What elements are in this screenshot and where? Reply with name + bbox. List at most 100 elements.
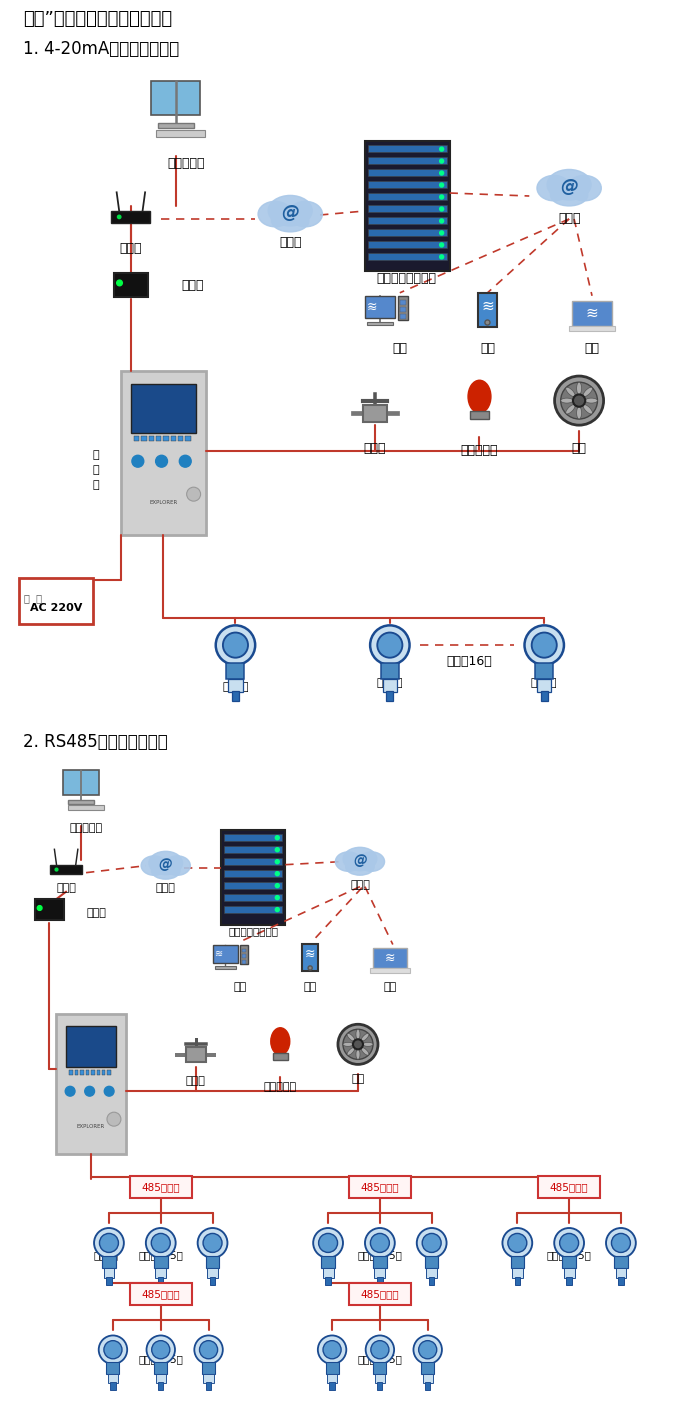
- Text: 终端: 终端: [383, 982, 396, 992]
- Bar: [20, 578, 93, 625]
- Text: 可连接255台: 可连接255台: [358, 1354, 402, 1363]
- Ellipse shape: [537, 176, 570, 201]
- Text: @: @: [281, 204, 299, 222]
- Bar: [178, 436, 183, 442]
- Bar: [80, 1071, 83, 1075]
- Circle shape: [554, 1228, 584, 1258]
- Bar: [223, 893, 282, 900]
- Ellipse shape: [577, 407, 582, 419]
- Bar: [151, 82, 200, 115]
- Circle shape: [371, 1341, 389, 1359]
- Circle shape: [440, 255, 444, 259]
- Bar: [108, 1071, 111, 1075]
- Circle shape: [416, 1228, 447, 1258]
- Bar: [171, 436, 176, 442]
- Text: 线: 线: [92, 480, 99, 491]
- Bar: [400, 300, 405, 304]
- Ellipse shape: [346, 858, 375, 875]
- Text: 转换器: 转换器: [86, 908, 106, 917]
- Text: 电脑: 电脑: [392, 342, 407, 355]
- Bar: [228, 680, 243, 692]
- Text: 1. 4-20mA信号连接系统图: 1. 4-20mA信号连接系统图: [23, 41, 180, 58]
- Bar: [377, 1276, 383, 1285]
- Bar: [429, 1276, 435, 1285]
- Circle shape: [275, 884, 279, 888]
- Text: 声光报警器: 声光报警器: [461, 445, 498, 457]
- Bar: [368, 205, 447, 212]
- Circle shape: [223, 633, 248, 657]
- Circle shape: [365, 1228, 395, 1258]
- Text: 电磁阀: 电磁阀: [186, 1076, 206, 1086]
- Bar: [156, 129, 205, 136]
- Ellipse shape: [583, 405, 592, 414]
- Bar: [223, 870, 282, 877]
- Text: 单机版电脑: 单机版电脑: [167, 156, 204, 170]
- Circle shape: [275, 847, 279, 851]
- Bar: [232, 691, 239, 702]
- Bar: [111, 211, 150, 222]
- Bar: [91, 1071, 94, 1075]
- Ellipse shape: [566, 405, 575, 414]
- Circle shape: [199, 1341, 218, 1359]
- Circle shape: [365, 1335, 394, 1363]
- Circle shape: [377, 633, 402, 657]
- Text: @: @: [159, 858, 173, 872]
- Bar: [368, 217, 447, 224]
- Ellipse shape: [347, 1033, 355, 1041]
- Text: 风机: 风机: [351, 1075, 365, 1085]
- Bar: [374, 1373, 385, 1383]
- Text: ≋: ≋: [305, 948, 316, 961]
- Bar: [97, 1071, 100, 1075]
- Circle shape: [197, 1228, 228, 1258]
- Bar: [327, 1373, 337, 1383]
- Bar: [326, 1362, 339, 1373]
- Bar: [206, 1256, 219, 1268]
- Text: 信号输出: 信号输出: [94, 1249, 118, 1259]
- Bar: [158, 1382, 163, 1390]
- Circle shape: [117, 280, 122, 286]
- Text: 485中继器: 485中继器: [360, 1289, 399, 1299]
- Bar: [381, 663, 399, 680]
- Circle shape: [187, 487, 201, 501]
- Circle shape: [65, 1086, 75, 1096]
- Ellipse shape: [361, 1048, 369, 1055]
- Circle shape: [440, 243, 444, 246]
- Bar: [156, 436, 161, 442]
- Bar: [223, 906, 282, 913]
- Bar: [220, 830, 286, 924]
- Bar: [242, 954, 246, 958]
- Bar: [400, 307, 405, 312]
- Bar: [373, 1256, 386, 1268]
- Text: 手机: 手机: [480, 342, 495, 355]
- Text: 互联网: 互联网: [156, 882, 176, 892]
- Text: @: @: [353, 854, 367, 868]
- Bar: [321, 1256, 335, 1268]
- Circle shape: [343, 1030, 373, 1059]
- Bar: [423, 1373, 433, 1383]
- Circle shape: [216, 625, 256, 666]
- Circle shape: [440, 231, 444, 235]
- Circle shape: [37, 906, 42, 910]
- Circle shape: [155, 456, 167, 467]
- Bar: [102, 1071, 106, 1075]
- Text: ≋: ≋: [384, 951, 395, 964]
- Text: 单机版电脑: 单机版电脑: [69, 823, 103, 833]
- Ellipse shape: [149, 851, 183, 875]
- Bar: [207, 1268, 218, 1278]
- Ellipse shape: [585, 398, 598, 402]
- Bar: [141, 436, 146, 442]
- Circle shape: [118, 215, 121, 218]
- Text: 风机: 风机: [572, 442, 587, 454]
- Bar: [210, 1276, 216, 1285]
- Bar: [510, 1256, 524, 1268]
- Circle shape: [313, 1228, 343, 1258]
- Circle shape: [146, 1335, 175, 1363]
- Bar: [148, 436, 154, 442]
- Bar: [383, 680, 397, 692]
- Bar: [223, 834, 282, 841]
- Circle shape: [99, 1335, 127, 1363]
- Bar: [330, 1382, 335, 1390]
- Bar: [63, 770, 99, 795]
- Bar: [538, 1176, 600, 1197]
- Bar: [130, 1283, 192, 1304]
